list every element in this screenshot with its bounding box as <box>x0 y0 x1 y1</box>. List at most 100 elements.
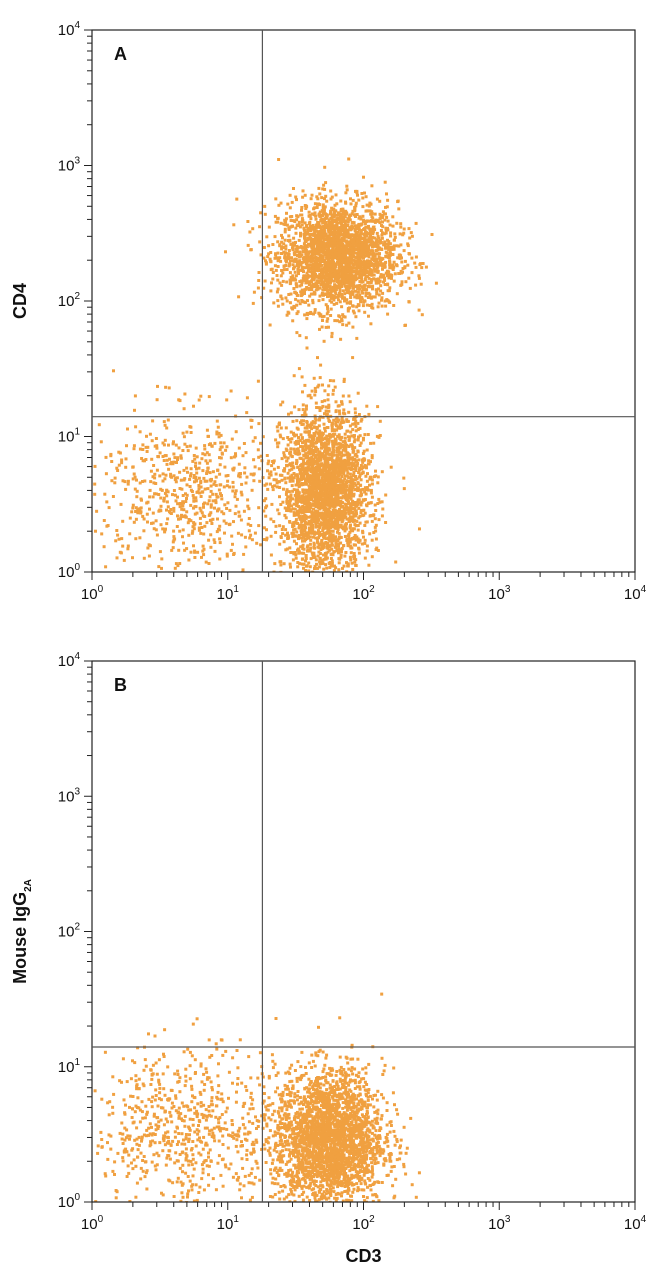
event-point <box>331 238 335 242</box>
event-point <box>310 212 314 216</box>
event-point <box>323 412 326 416</box>
event-point <box>352 518 356 522</box>
event-point <box>384 260 388 264</box>
event-point <box>324 555 328 559</box>
event-point <box>290 200 294 204</box>
event-point <box>314 283 318 287</box>
event-point <box>367 501 371 505</box>
event-point <box>317 524 320 528</box>
event-point <box>328 502 332 506</box>
event-point <box>330 287 334 290</box>
event-point <box>360 192 364 195</box>
event-point <box>337 474 341 478</box>
event-point <box>314 445 318 449</box>
event-point <box>407 227 411 231</box>
event-point <box>308 214 312 217</box>
event-point <box>363 541 367 545</box>
event-point <box>284 548 288 552</box>
event-point <box>345 418 349 422</box>
event-point <box>309 506 313 509</box>
event-point <box>316 514 320 518</box>
event-point <box>362 238 366 242</box>
event-point <box>338 462 342 466</box>
event-point <box>294 274 298 278</box>
event-point <box>349 529 353 532</box>
event-point <box>300 217 304 221</box>
event-point <box>347 438 351 442</box>
event-point <box>313 567 316 570</box>
event-point <box>391 224 395 228</box>
event-point <box>295 214 299 218</box>
event-point <box>321 527 325 531</box>
event-point <box>307 569 311 572</box>
event-point <box>294 473 298 477</box>
event-point <box>312 541 316 545</box>
event-point <box>354 429 358 433</box>
event-point <box>258 225 262 229</box>
event-point <box>273 264 277 268</box>
event-point <box>303 497 307 501</box>
event-point <box>304 521 308 525</box>
event-point <box>318 560 322 564</box>
event-point <box>376 270 380 274</box>
event-point <box>404 323 407 327</box>
event-point <box>259 211 263 215</box>
event-point <box>351 234 355 238</box>
event-point <box>293 520 297 524</box>
event-point <box>330 456 334 460</box>
event-point <box>368 267 372 271</box>
event-point <box>326 426 330 429</box>
event-point <box>346 251 350 255</box>
event-point <box>337 227 341 231</box>
event-point <box>362 284 366 288</box>
event-point <box>291 507 295 511</box>
event-point <box>358 514 362 518</box>
event-point <box>352 552 356 555</box>
event-point <box>340 402 344 406</box>
event-point <box>338 255 342 258</box>
event-point <box>361 514 365 518</box>
event-point <box>274 197 278 201</box>
event-point <box>323 165 327 169</box>
event-point <box>363 556 367 560</box>
event-point <box>325 319 329 323</box>
event-point <box>367 266 371 270</box>
event-point <box>288 271 292 275</box>
event-point <box>315 466 319 470</box>
event-point <box>325 412 329 416</box>
event-point <box>309 197 313 201</box>
event-point <box>364 464 368 468</box>
event-point <box>298 506 302 510</box>
event-point <box>326 393 330 397</box>
event-point <box>375 281 379 285</box>
event-point <box>290 467 294 471</box>
event-point <box>295 473 299 477</box>
event-point <box>320 280 324 284</box>
event-point <box>295 504 299 507</box>
event-point <box>372 295 375 299</box>
event-point <box>357 458 361 462</box>
event-point <box>377 293 381 297</box>
event-point <box>326 253 330 257</box>
event-point <box>304 446 308 450</box>
event-point <box>360 500 364 504</box>
event-point <box>374 537 378 541</box>
event-point <box>333 498 337 502</box>
event-point <box>379 284 383 288</box>
event-point <box>331 489 334 493</box>
event-point <box>400 256 403 260</box>
event-point <box>325 242 329 246</box>
event-point <box>364 294 368 298</box>
event-point <box>311 488 315 492</box>
event-point <box>339 337 343 341</box>
event-point <box>330 269 334 273</box>
event-point <box>331 207 335 211</box>
event-point <box>324 303 328 307</box>
event-point <box>368 532 372 536</box>
event-point <box>335 457 339 461</box>
event-point <box>269 534 273 538</box>
event-point <box>313 285 317 288</box>
event-point <box>270 502 274 506</box>
event-point <box>323 247 327 251</box>
event-point <box>300 299 304 302</box>
